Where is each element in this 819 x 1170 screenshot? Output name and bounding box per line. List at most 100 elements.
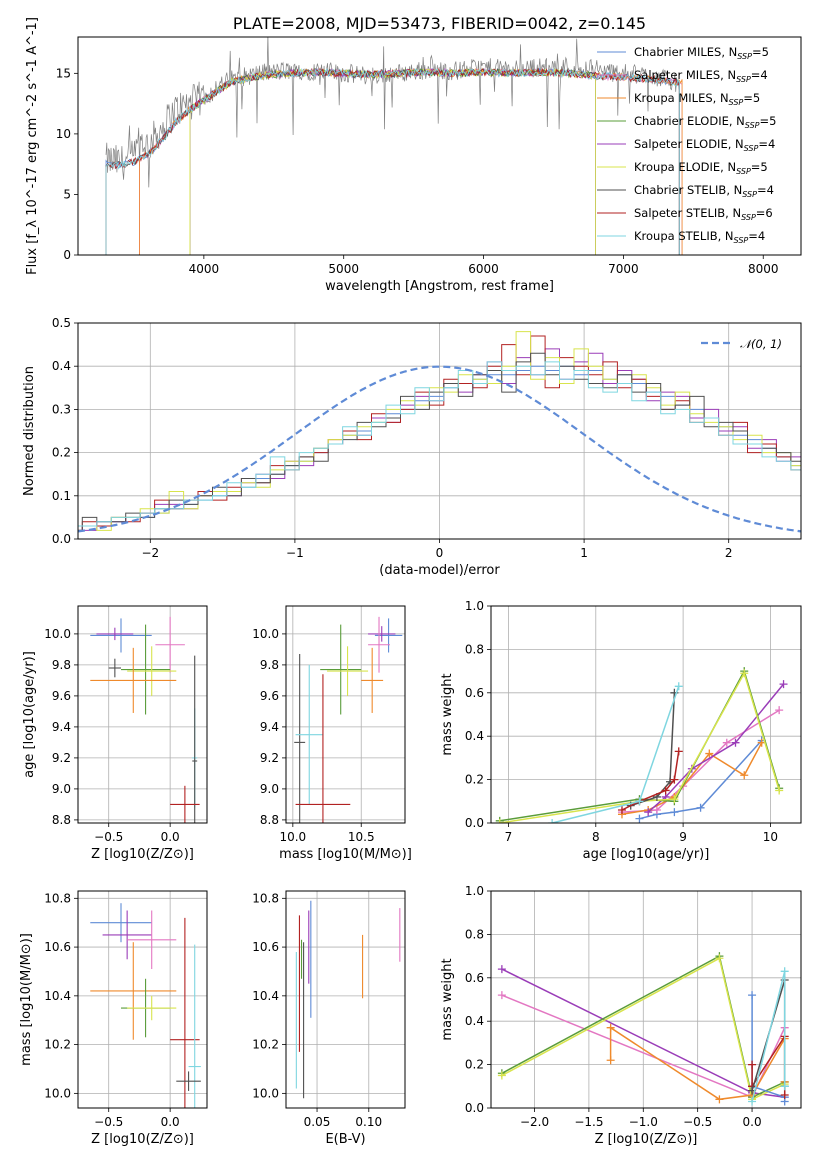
y-axis-label: mass weight [440, 673, 455, 755]
weight-series-2 [621, 709, 780, 813]
y-tick-label: 0.3 [52, 402, 71, 416]
weight-series-3 [621, 742, 763, 816]
legend-label: Kroupa STELIB, NSSP=4 [634, 229, 765, 245]
x-tick-label: −2 [141, 546, 159, 560]
y-tick-label: 0.6 [465, 971, 484, 985]
legend-label-value: =6 [756, 206, 773, 220]
legend-label-main: Kroupa ELODIE, N [634, 160, 736, 174]
y-tick-label: 0 [63, 248, 71, 262]
y-tick-label: 10 [56, 127, 71, 141]
model-spectrum-7 [105, 67, 680, 255]
x-tick-label: 7000 [608, 262, 639, 276]
data-point-marker [715, 954, 724, 963]
model-spectrum-3 [139, 67, 683, 255]
y-tick-label: 9.4 [260, 720, 279, 734]
x-axis-label: mass [log10(M/M⊙)] [279, 847, 412, 862]
x-tick-label: −1.0 [629, 1115, 658, 1129]
data-point-marker [670, 795, 679, 804]
x-axis-label: Z [log10(Z/Z⊙)] [91, 1132, 194, 1147]
data-point-marker [731, 738, 740, 747]
plot-area [497, 952, 789, 1106]
observed-spectrum [105, 37, 680, 188]
y-tick-label: 5 [63, 187, 71, 201]
data-point-marker [617, 805, 626, 814]
legend-label: Salpeter STELIB, NSSP=6 [634, 206, 773, 222]
y-tick-label: 9.4 [52, 720, 71, 734]
y-tick-label: 10.0 [44, 627, 71, 641]
y-tick-label: 8.8 [52, 813, 71, 827]
plot-area [90, 616, 200, 823]
data-point-marker [780, 1082, 789, 1091]
x-axis-label: Z [log10(Z/Z⊙)] [595, 1132, 698, 1147]
panel-3: −0.5 0.0 8.8 9.0 9.2 9.4 9.6 9.8 10.0 Z [log10(Z/… [22, 605, 208, 862]
data-point-marker [635, 814, 644, 823]
y-tick-label: 10.4 [44, 989, 71, 1003]
x-axis-label: Z [log10(Z/Z⊙)] [91, 847, 194, 862]
x-tick-label: 0.10 [355, 1115, 382, 1129]
legend-label-value: =4 [751, 68, 768, 82]
data-point-marker [497, 991, 506, 1000]
data-point-marker [670, 775, 679, 784]
axes-frame [77, 890, 208, 1109]
y-tick-label: 10.6 [44, 940, 71, 954]
y-tick-label: 0.2 [52, 446, 71, 460]
legend-label: Chabrier STELIB, NSSP=4 [634, 183, 774, 199]
plot-area [295, 900, 401, 1099]
data-point-marker [748, 1060, 757, 1069]
axes-frame [77, 605, 208, 824]
x-tick-label: 0.0 [161, 1115, 180, 1129]
panel-8: −2.0 −1.5 −1.0 −0.5 0.0 0.0 0.2 0.4 0.6 0.8 1.0 Z [… [440, 884, 802, 1147]
gaussian-curve [78, 365, 801, 533]
y-axis-label: Flux [f_λ 10^-17 erg cm^-2 s^-1 A^-1] [25, 17, 40, 275]
legend-label: Chabrier MILES, NSSP=5 [634, 45, 769, 61]
legend-label-sub: SSP [734, 236, 749, 245]
axes-frame [285, 890, 406, 1109]
data-point-marker [740, 669, 749, 678]
x-tick-label: 10.0 [279, 830, 306, 844]
data-point-marker [674, 747, 683, 756]
y-tick-label: 9.6 [260, 689, 279, 703]
chart-title: PLATE=2008, MJD=53473, FIBERID=0042, z=0… [233, 14, 646, 33]
y-tick-label: 9.2 [260, 751, 279, 765]
model-spectrum-8 [105, 67, 680, 255]
x-tick-label: 5000 [328, 262, 359, 276]
data-point-marker [495, 819, 504, 823]
axes-frame [77, 322, 802, 540]
y-tick-label: 0.0 [465, 816, 484, 830]
histogram-series-2 [78, 348, 801, 531]
legend-label-sub: SSP [741, 213, 756, 222]
data-point-marker [748, 991, 757, 1000]
axes-frame [77, 36, 802, 256]
data-point-marker [652, 805, 661, 814]
y-tick-label: 10.0 [252, 627, 279, 641]
axes-frame [490, 605, 802, 824]
data-point-marker [497, 965, 506, 974]
y-tick-label: 0.0 [465, 1101, 484, 1115]
legend-label-sub: SSP [745, 121, 760, 130]
data-point-marker [748, 1097, 757, 1106]
data-point-marker [779, 680, 788, 689]
y-tick-label: 0.4 [465, 1014, 484, 1028]
legend-label-value: =4 [748, 229, 765, 243]
data-point-marker [775, 786, 784, 795]
x-tick-label: 2 [725, 546, 733, 560]
x-tick-label: 0 [436, 546, 444, 560]
x-tick-label: 10.5 [348, 830, 375, 844]
legend-label-value: =5 [760, 114, 777, 128]
y-tick-label: 0.1 [52, 489, 71, 503]
y-tick-label: 0.5 [52, 316, 71, 330]
y-tick-label: 9.0 [260, 782, 279, 796]
x-axis-label: E(B-V) [325, 1132, 365, 1147]
y-tick-label: 0.4 [465, 729, 484, 743]
y-tick-label: 0.2 [465, 773, 484, 787]
legend-label-main: Salpeter ELODIE, N [634, 137, 744, 151]
x-tick-label: −0.5 [683, 1115, 712, 1129]
legend-label: Kroupa ELODIE, NSSP=5 [634, 160, 768, 176]
data-point-marker [606, 1056, 615, 1065]
y-tick-label: 9.6 [52, 689, 71, 703]
x-tick-label: 6000 [468, 262, 499, 276]
y-tick-label: 10.6 [252, 940, 279, 954]
x-tick-label: −2.0 [520, 1115, 549, 1129]
data-point-marker [548, 819, 557, 823]
